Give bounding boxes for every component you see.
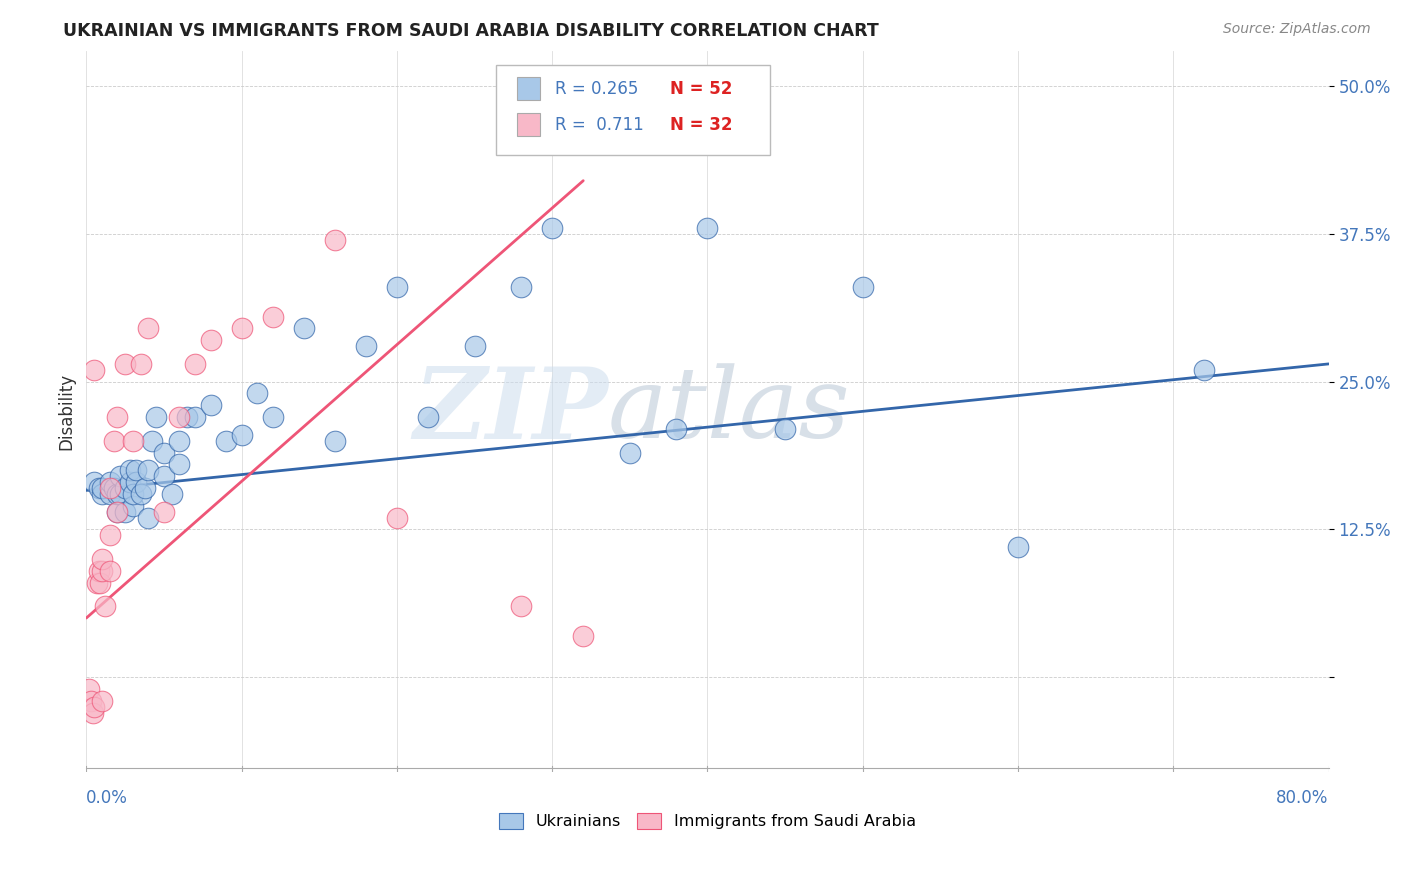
Point [90,487,112,501]
Point [184,410,207,425]
Point [90,694,112,708]
Point [665,422,688,436]
Point [110,487,132,501]
Point [138,510,160,524]
Text: atlas: atlas [607,364,851,458]
Point [94,599,117,614]
Point [83,699,105,714]
Point [145,410,167,425]
Point [169,434,191,448]
Point [105,410,128,425]
Point [87,564,110,578]
Point [105,505,128,519]
Point [215,434,238,448]
Point [773,422,796,436]
Point [176,410,198,425]
FancyBboxPatch shape [517,78,540,101]
Point [184,357,207,371]
Point [98,481,121,495]
Point [323,434,346,448]
Point [153,505,176,519]
Point [464,339,486,353]
Point [114,357,136,371]
Point [122,434,145,448]
Point [90,481,112,495]
Point [114,481,136,495]
Point [231,321,253,335]
Point [510,599,533,614]
Point [385,280,408,294]
Point [416,410,439,425]
Text: 80.0%: 80.0% [1277,789,1329,807]
Point [510,280,533,294]
Point [110,469,132,483]
Point [83,475,105,489]
Point [79,681,101,696]
Point [87,481,110,495]
Point [83,363,105,377]
Text: N = 52: N = 52 [671,80,733,98]
Point [852,280,875,294]
Point [129,487,152,501]
Point [134,481,156,495]
FancyBboxPatch shape [496,65,769,155]
Point [385,510,408,524]
Point [122,487,145,501]
Text: ZIP: ZIP [413,363,607,459]
Point [619,445,641,459]
Point [572,629,595,643]
Point [160,487,183,501]
Point [153,445,176,459]
Point [90,564,112,578]
Point [98,564,121,578]
FancyBboxPatch shape [517,113,540,136]
Text: UKRAINIAN VS IMMIGRANTS FROM SAUDI ARABIA DISABILITY CORRELATION CHART: UKRAINIAN VS IMMIGRANTS FROM SAUDI ARABI… [63,22,879,40]
Text: R = 0.265: R = 0.265 [554,80,638,98]
Point [86,575,108,590]
Text: 0.0%: 0.0% [86,789,128,807]
Point [323,233,346,247]
Point [696,221,718,235]
Text: R =  0.711: R = 0.711 [554,116,644,134]
Legend: Ukrainians, Immigrants from Saudi Arabia: Ukrainians, Immigrants from Saudi Arabia [492,806,922,836]
Point [125,475,148,489]
Point [90,552,112,566]
Point [89,575,111,590]
Point [98,528,121,542]
Point [103,434,125,448]
Point [98,475,121,489]
Point [153,469,176,483]
Point [292,321,315,335]
Point [354,339,377,353]
Point [138,321,160,335]
Point [169,410,191,425]
Point [141,434,163,448]
Point [105,487,128,501]
Point [541,221,564,235]
Point [103,481,125,495]
Point [118,463,141,477]
Y-axis label: Disability: Disability [58,373,75,450]
Point [105,505,128,519]
Point [129,357,152,371]
Point [231,427,253,442]
Text: N = 32: N = 32 [671,116,733,134]
Point [114,505,136,519]
Point [1007,540,1029,554]
Point [138,463,160,477]
Point [82,706,104,720]
Point [80,694,103,708]
Point [122,499,145,513]
Point [98,487,121,501]
Point [125,463,148,477]
Point [246,386,269,401]
Point [118,475,141,489]
Point [200,333,222,347]
Point [169,458,191,472]
Point [262,410,284,425]
Point [1194,363,1216,377]
Text: Source: ZipAtlas.com: Source: ZipAtlas.com [1223,22,1371,37]
Point [262,310,284,324]
Point [200,398,222,412]
